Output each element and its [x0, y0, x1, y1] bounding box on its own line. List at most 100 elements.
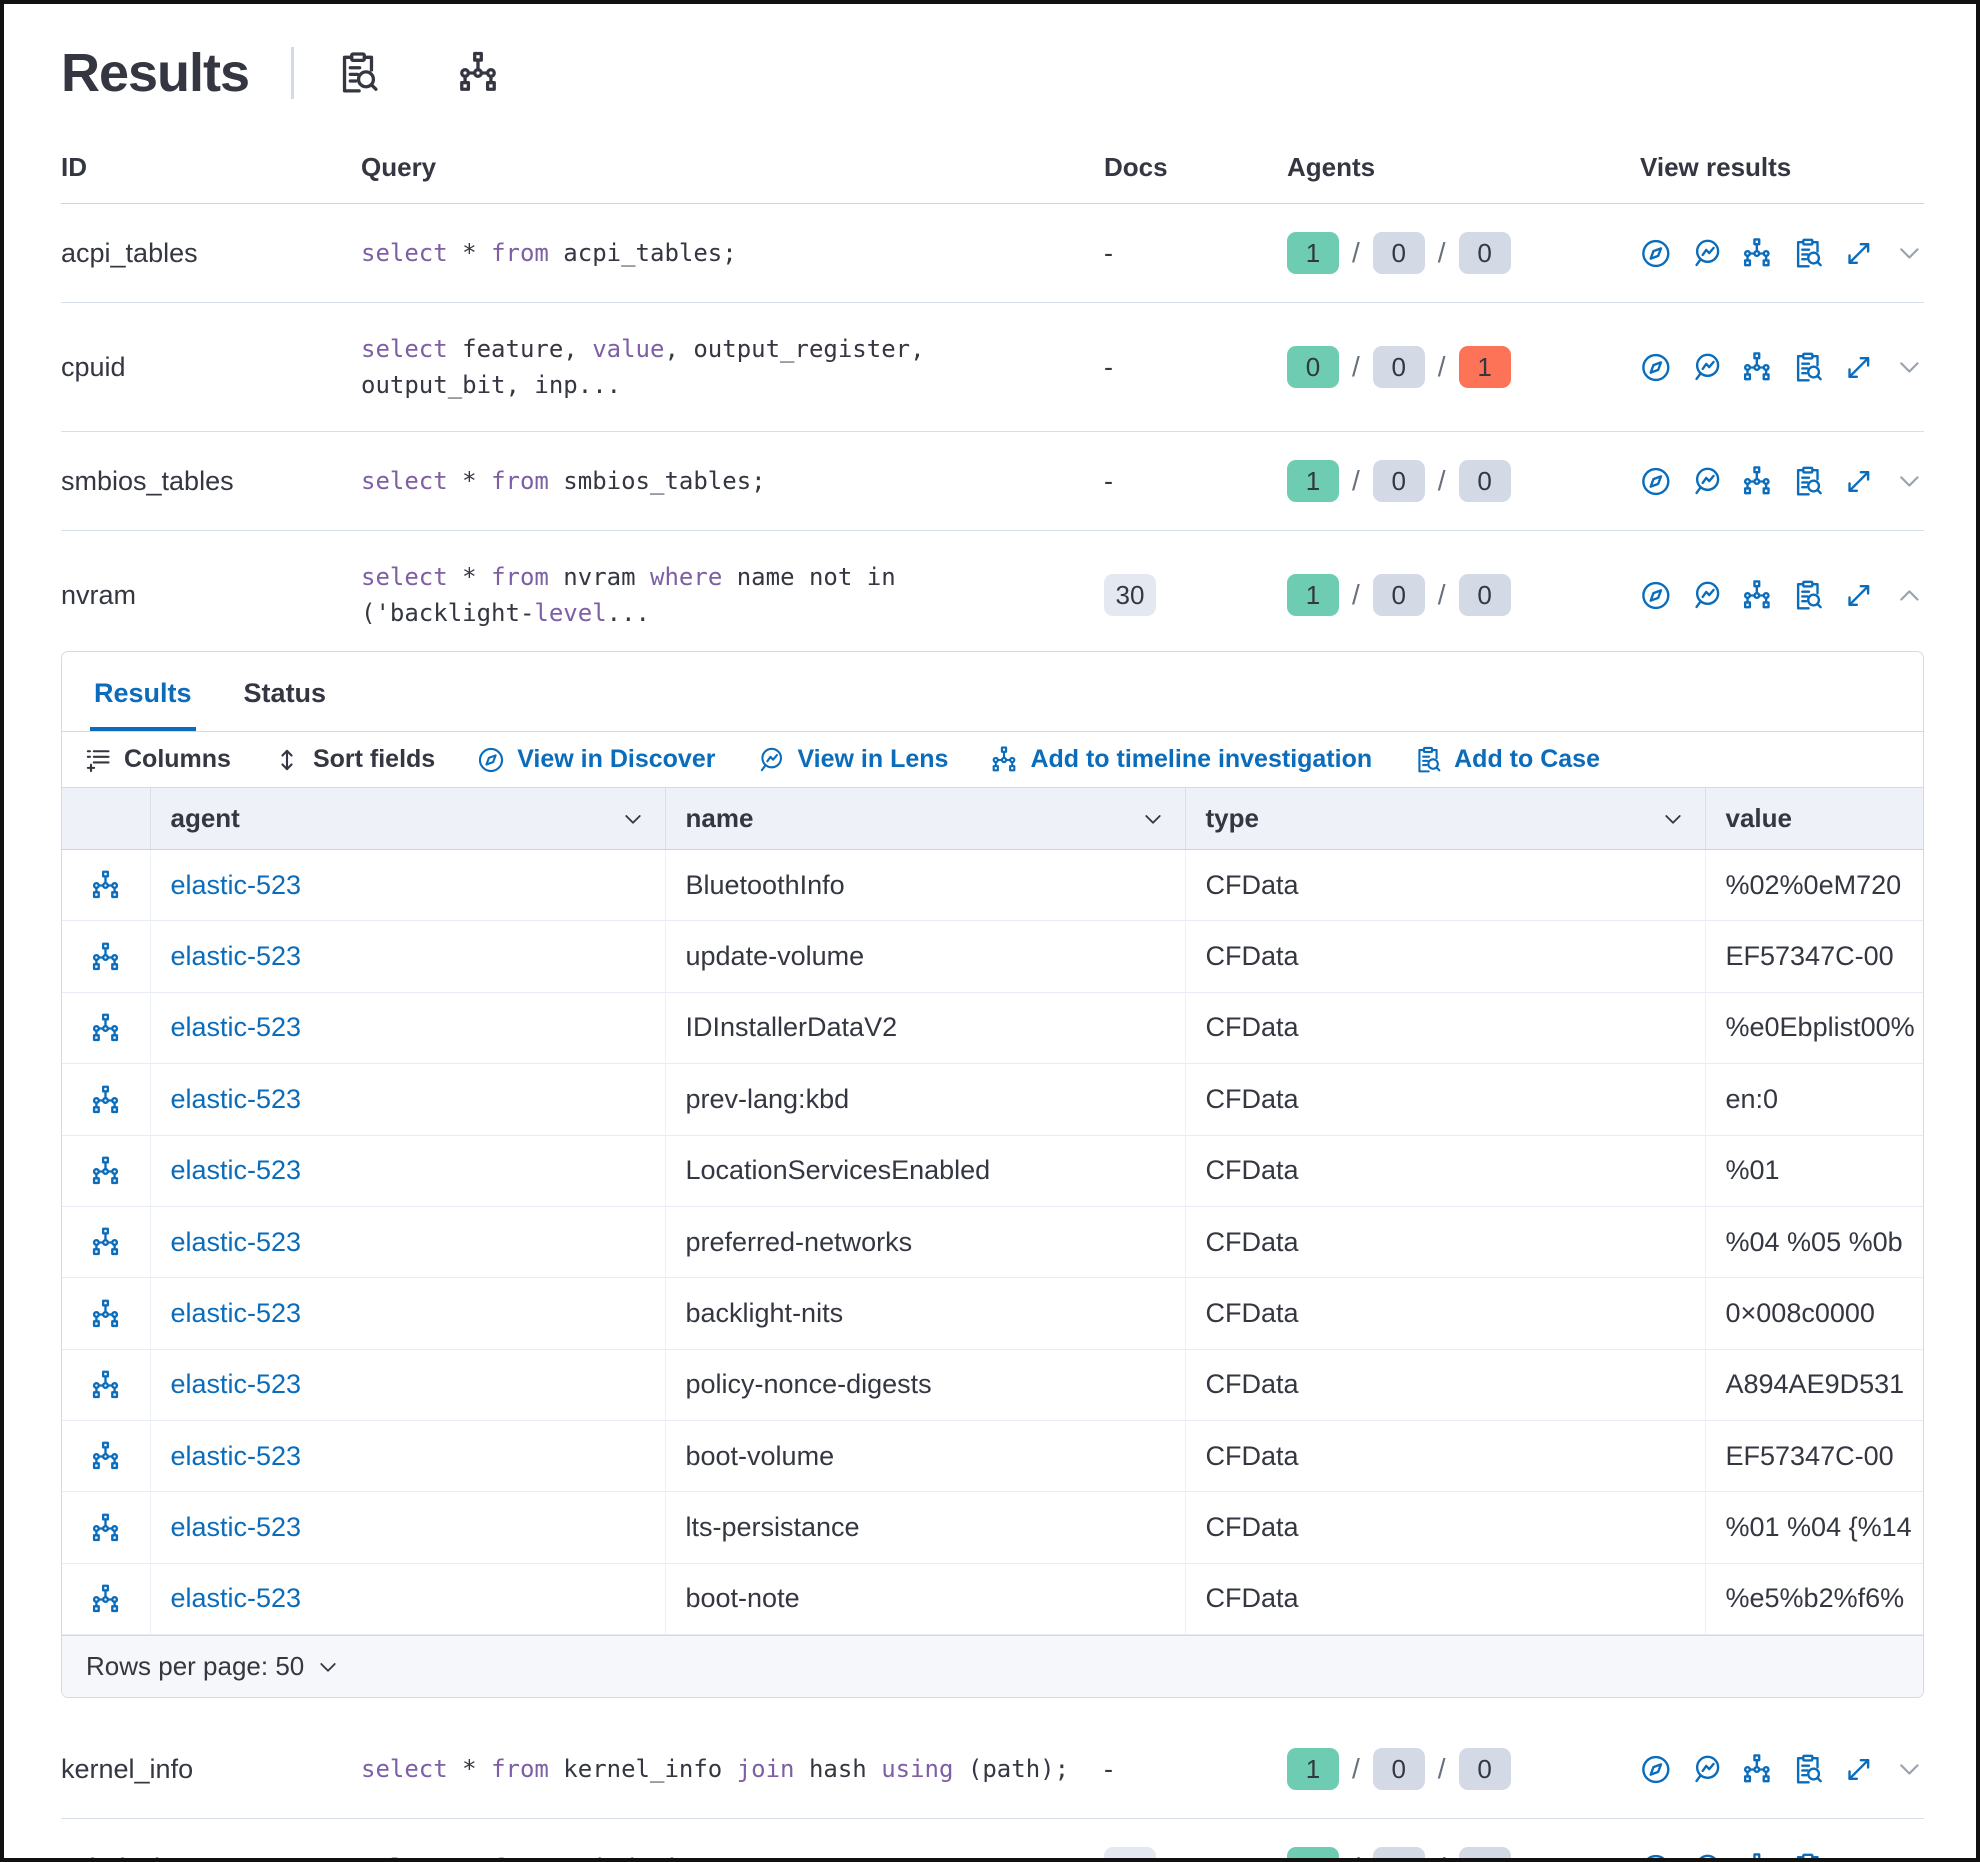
expand-icon[interactable] — [1843, 579, 1875, 612]
agent-link[interactable]: elastic-523 — [170, 1226, 302, 1257]
timeline-icon[interactable] — [1741, 1852, 1773, 1858]
query-cell: select * from nvram where name not in ('b… — [361, 531, 1104, 646]
expand-icon[interactable] — [1843, 465, 1875, 498]
discover-icon[interactable] — [1640, 351, 1672, 384]
agent-link[interactable]: elastic-523 — [170, 1512, 302, 1543]
agents-cell: 1 / 0 / 0 — [1287, 531, 1640, 646]
expand-icon[interactable] — [1843, 237, 1875, 270]
lens-icon[interactable] — [1691, 351, 1723, 384]
timeline-icon[interactable] — [90, 1441, 121, 1472]
add-to-case-icon[interactable] — [1792, 1852, 1824, 1858]
timeline-icon[interactable] — [90, 1513, 121, 1544]
grid-header-value[interactable]: value — [1704, 787, 1923, 850]
timeline-icon[interactable] — [90, 1227, 121, 1258]
grid-header-name[interactable]: name — [664, 787, 1185, 850]
view-in-discover-button[interactable]: View in Discover — [477, 745, 715, 774]
grid-cell-name: BluetoothInfo — [664, 849, 1185, 922]
sql-text: ('backlight- — [361, 599, 535, 627]
chevron-down-icon[interactable] — [621, 807, 645, 831]
agent-link[interactable]: elastic-523 — [170, 1583, 302, 1614]
query-sql: select * from nvram where name not in ('b… — [361, 559, 1104, 631]
lens-icon[interactable] — [1691, 1852, 1723, 1858]
query-sql: select feature, value, output_register, o… — [361, 331, 1104, 403]
discover-icon[interactable] — [1640, 1753, 1672, 1786]
expand-icon[interactable] — [1843, 1753, 1875, 1786]
add-to-case-icon[interactable] — [1792, 351, 1824, 384]
grid-cell-name: backlight-nits — [664, 1277, 1185, 1350]
agent-link[interactable]: elastic-523 — [170, 1369, 302, 1400]
sql-keyword: select — [361, 1755, 448, 1784]
timeline-icon[interactable] — [90, 1584, 121, 1615]
grid-row-actions — [62, 1277, 150, 1350]
tab-results[interactable]: Results — [90, 652, 196, 731]
chevron-down-icon[interactable] — [1895, 466, 1924, 496]
chevron-up-icon[interactable] — [1895, 580, 1924, 610]
columns-button[interactable]: Columns — [84, 745, 231, 774]
lens-icon[interactable] — [1691, 579, 1723, 612]
timeline-icon[interactable] — [90, 1156, 121, 1187]
grid-cell-name: boot-note — [664, 1563, 1185, 1636]
sql-keyword: where — [650, 563, 723, 591]
rows-per-page-label: Rows per page: 50 — [86, 1651, 305, 1682]
timeline-icon[interactable] — [90, 870, 121, 901]
chevron-down-icon[interactable] — [1895, 1754, 1924, 1784]
lens-icon[interactable] — [1691, 237, 1723, 270]
add-to-case-icon[interactable] — [1792, 465, 1824, 498]
expand-icon[interactable] — [1843, 1852, 1875, 1858]
timeline-icon[interactable] — [1741, 351, 1773, 384]
timeline-icon[interactable] — [90, 1370, 121, 1401]
timeline-icon[interactable] — [90, 1085, 121, 1116]
col-view-results: View results — [1640, 142, 1924, 204]
add-to-case-button[interactable]: Add to Case — [1414, 745, 1600, 774]
chevron-down-icon[interactable] — [1661, 807, 1685, 831]
chevron-down-icon[interactable] — [1895, 352, 1924, 382]
chevron-down-icon[interactable] — [1895, 238, 1924, 268]
agent-link[interactable]: elastic-523 — [170, 1440, 302, 1471]
sql-text: * — [447, 467, 492, 495]
grid-row-actions — [62, 1135, 150, 1207]
inspect-icon[interactable] — [336, 51, 380, 95]
agent-link[interactable]: elastic-523 — [170, 1297, 302, 1328]
discover-icon[interactable] — [1640, 465, 1672, 498]
lens-icon[interactable] — [1691, 465, 1723, 498]
timeline-icon[interactable] — [1741, 465, 1773, 498]
tab-status[interactable]: Status — [240, 652, 331, 731]
rows-per-page[interactable]: Rows per page: 50 — [62, 1635, 1923, 1698]
agent-link[interactable]: elastic-523 — [170, 1012, 302, 1043]
query-sql: select * from acpi_tables; — [361, 235, 1104, 271]
col-id: ID — [61, 142, 361, 204]
grid-header-type[interactable]: type — [1184, 787, 1705, 850]
timeline-icon[interactable] — [90, 1299, 121, 1330]
query-cell: select feature, value, output_register, o… — [361, 302, 1104, 432]
sort-fields-button[interactable]: Sort fields — [273, 745, 435, 774]
chevron-down-icon[interactable] — [1895, 1853, 1924, 1858]
grid-row-actions — [62, 992, 150, 1065]
sql-text: * — [447, 563, 492, 591]
grid-header-agent[interactable]: agent — [149, 787, 665, 850]
agent-link[interactable]: elastic-523 — [170, 869, 302, 900]
add-to-case-icon[interactable] — [1792, 579, 1824, 612]
timeline-icon[interactable] — [1741, 579, 1773, 612]
timeline-icon[interactable] — [90, 942, 121, 973]
lens-icon[interactable] — [1691, 1753, 1723, 1786]
add-to-case-icon[interactable] — [1792, 1753, 1824, 1786]
agent-link[interactable]: elastic-523 — [170, 1083, 302, 1114]
grid-cell-type: CFData — [1184, 849, 1705, 922]
discover-icon[interactable] — [1640, 1852, 1672, 1858]
timeline-icon[interactable] — [456, 51, 500, 95]
chevron-down-icon[interactable] — [1141, 807, 1165, 831]
add-to-case-icon[interactable] — [1792, 237, 1824, 270]
agent-link[interactable]: elastic-523 — [170, 941, 302, 972]
timeline-icon[interactable] — [1741, 1753, 1773, 1786]
discover-icon[interactable] — [1640, 237, 1672, 270]
sql-text: pci_devices; — [549, 1854, 736, 1858]
discover-icon[interactable] — [1640, 579, 1672, 612]
timeline-icon[interactable] — [90, 1013, 121, 1044]
add-to-timeline-investigation-button[interactable]: Add to timeline investigation — [990, 745, 1372, 774]
agent-link[interactable]: elastic-523 — [170, 1155, 302, 1186]
timeline-icon[interactable] — [1741, 237, 1773, 270]
expand-icon[interactable] — [1843, 351, 1875, 384]
grid-cell-agent: elastic-523 — [149, 1277, 665, 1350]
view-in-lens-button[interactable]: View in Lens — [757, 745, 948, 774]
tool-label: View in Lens — [797, 745, 949, 773]
